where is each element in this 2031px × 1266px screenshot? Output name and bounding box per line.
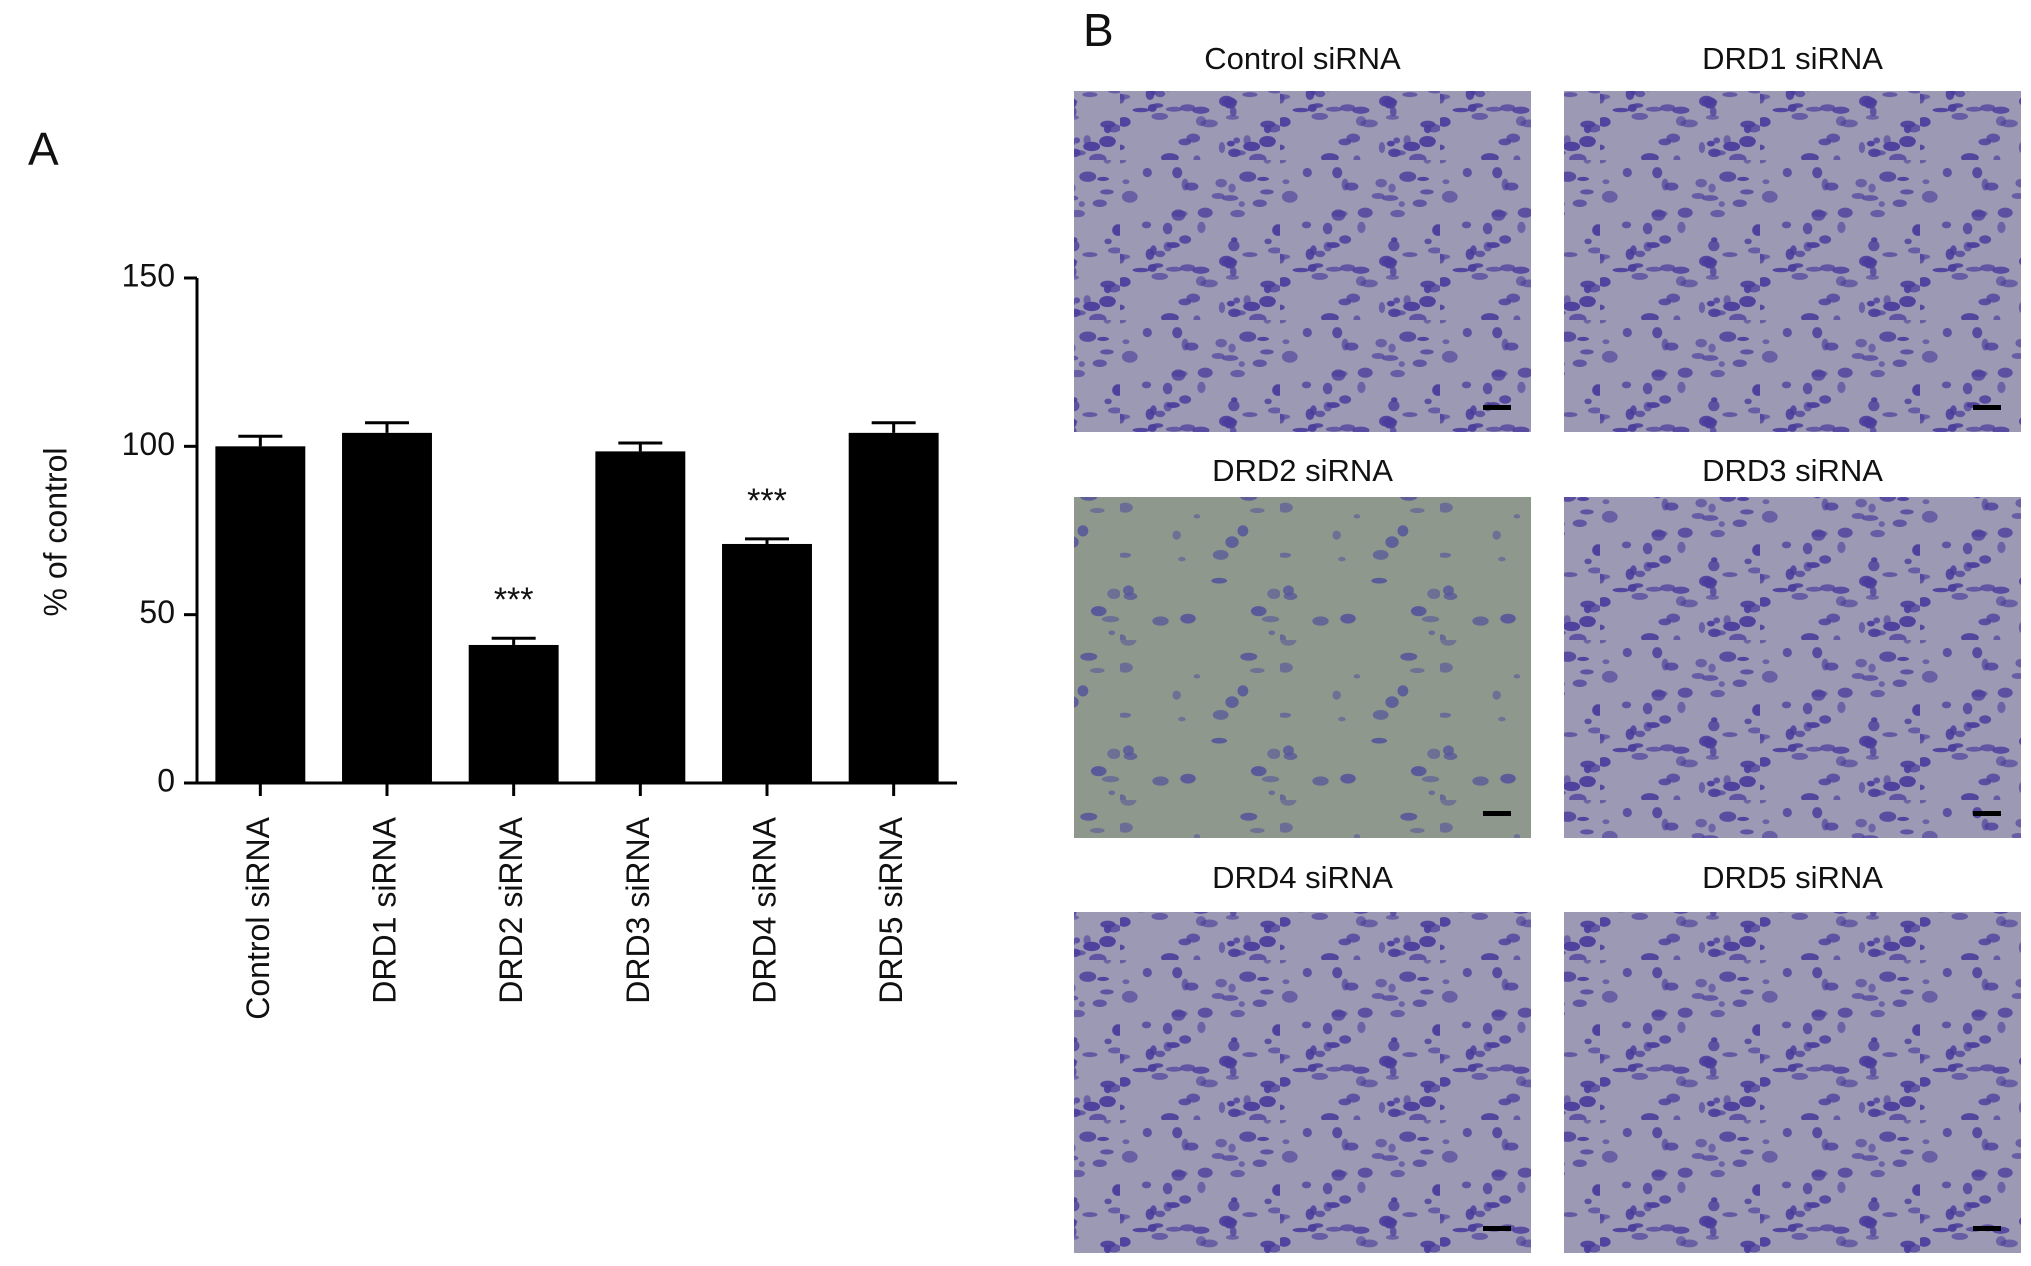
image-title: DRD5 siRNA bbox=[1702, 860, 1883, 895]
panel-label: A bbox=[28, 123, 59, 175]
y-tick-label: 0 bbox=[157, 762, 175, 798]
scale-bar bbox=[1483, 811, 1511, 816]
image-title: DRD2 siRNA bbox=[1212, 453, 1393, 488]
micrograph bbox=[1074, 912, 1531, 1253]
x-tick-label: DRD3 siRNA bbox=[620, 816, 656, 1003]
significance: *** bbox=[747, 482, 787, 520]
micrograph bbox=[1564, 912, 2021, 1253]
micrograph bbox=[1074, 91, 1531, 432]
scale-bar bbox=[1483, 405, 1511, 410]
x-tick-label: DRD4 siRNA bbox=[746, 816, 782, 1003]
x-tick-label: DRD5 siRNA bbox=[873, 816, 909, 1003]
micrograph bbox=[1564, 497, 2021, 838]
image-title: DRD4 siRNA bbox=[1212, 860, 1393, 895]
y-tick-label: 100 bbox=[122, 426, 175, 462]
bar bbox=[342, 432, 432, 783]
micrograph bbox=[1074, 497, 1531, 838]
scale-bar bbox=[1483, 1226, 1511, 1231]
y-axis-label: % of control bbox=[37, 448, 73, 617]
scale-bar bbox=[1973, 1226, 2001, 1231]
y-tick-label: 150 bbox=[122, 257, 175, 293]
image-title: DRD3 siRNA bbox=[1702, 453, 1883, 488]
scale-bar bbox=[1973, 405, 2001, 410]
bar bbox=[215, 446, 306, 783]
x-tick-label: DRD1 siRNA bbox=[366, 816, 402, 1003]
image-title: Control siRNA bbox=[1204, 41, 1401, 76]
bar bbox=[468, 644, 559, 783]
image-title: DRD1 siRNA bbox=[1702, 41, 1883, 76]
panel-label: B bbox=[1083, 4, 1114, 56]
bar bbox=[722, 543, 812, 783]
significance: *** bbox=[494, 581, 534, 619]
scale-bar bbox=[1973, 811, 2001, 816]
bar bbox=[848, 432, 939, 783]
x-tick-label: Control siRNA bbox=[240, 816, 276, 1019]
bar bbox=[595, 451, 686, 783]
x-tick-label: DRD2 siRNA bbox=[493, 816, 529, 1003]
y-tick-label: 50 bbox=[139, 594, 175, 630]
micrograph bbox=[1564, 91, 2021, 432]
